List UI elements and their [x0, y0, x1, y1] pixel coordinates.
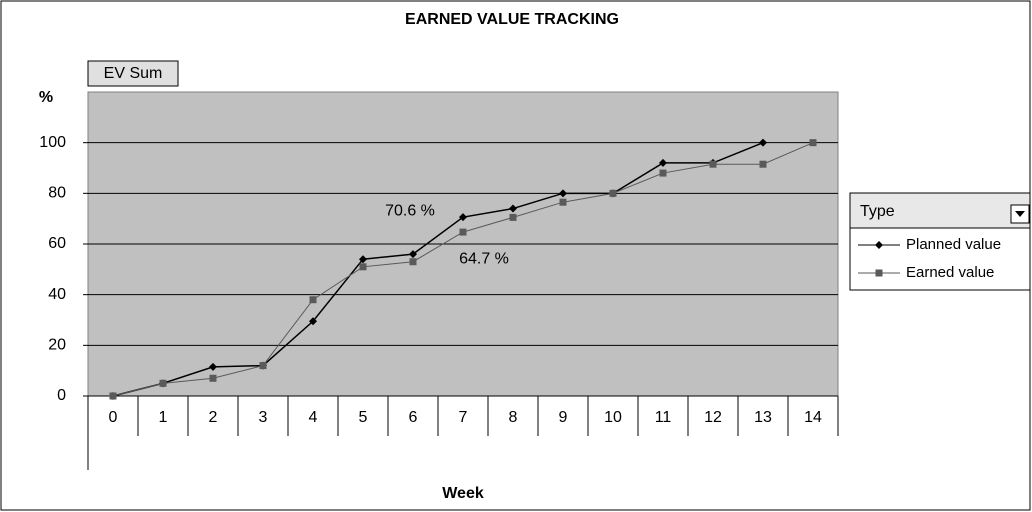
marker	[209, 374, 217, 382]
x-tick-label: 3	[259, 409, 268, 426]
series-line	[112, 141, 764, 397]
field-button[interactable]	[87, 60, 179, 87]
marker	[309, 317, 317, 326]
y-tick-label: 40	[48, 286, 66, 303]
marker	[159, 379, 167, 387]
x-tick-label: 10	[604, 409, 622, 426]
y-axis-label: %	[39, 89, 53, 106]
marker	[309, 296, 317, 304]
y-tick-label: 20	[48, 337, 66, 354]
marker	[709, 160, 717, 168]
x-tick-label: 11	[655, 409, 672, 426]
legend-header[interactable]	[849, 192, 1031, 229]
legend-marker	[875, 269, 883, 277]
marker	[559, 189, 567, 198]
x-tick-label: 7	[459, 409, 468, 426]
x-tick-label: 9	[559, 409, 568, 426]
x-tick-label: 8	[509, 409, 518, 426]
x-tick-label: 5	[359, 409, 368, 426]
legend-label: Planned value	[906, 236, 1001, 253]
x-tick-label: 2	[209, 409, 218, 426]
x-tick-label: 12	[704, 409, 722, 426]
marker	[209, 362, 217, 371]
marker	[359, 263, 367, 271]
y-tick-label: 60	[48, 235, 66, 252]
marker	[659, 158, 667, 167]
x-tick-label: 0	[109, 409, 118, 426]
marker	[659, 169, 667, 177]
x-tick-label: 13	[754, 409, 772, 426]
dropdown-arrow	[1015, 211, 1025, 217]
x-axis-label: Week	[442, 485, 484, 502]
marker	[609, 189, 617, 197]
marker	[259, 362, 267, 370]
marker	[359, 255, 367, 264]
marker	[459, 228, 467, 236]
marker	[759, 138, 767, 147]
x-tick-label: 4	[309, 409, 318, 426]
legend-label: Earned value	[906, 264, 994, 281]
y-tick-label: 80	[48, 185, 66, 202]
marker	[409, 250, 417, 259]
x-tick-label: 14	[804, 409, 822, 426]
data-label: 70.6 %	[385, 202, 435, 219]
marker	[759, 160, 767, 168]
x-tick-label: 6	[409, 409, 418, 426]
chart-title: EARNED VALUE TRACKING	[405, 11, 619, 28]
marker	[509, 204, 517, 213]
marker	[559, 198, 567, 206]
marker	[509, 213, 517, 221]
x-tick-label: 1	[159, 409, 168, 426]
field-button-label[interactable]: EV Sum	[104, 65, 163, 82]
legend-title: Type	[860, 203, 895, 220]
y-tick-label: 100	[39, 134, 66, 151]
marker	[109, 392, 117, 400]
marker	[809, 139, 817, 147]
marker	[459, 213, 467, 222]
data-label: 64.7 %	[459, 250, 509, 267]
marker	[409, 258, 417, 266]
y-tick-label: 0	[57, 387, 66, 404]
legend-marker	[875, 241, 883, 249]
